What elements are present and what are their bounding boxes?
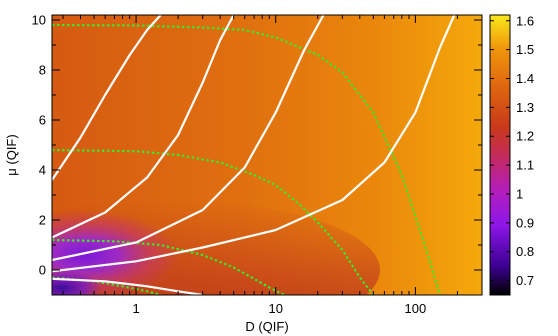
white-contour-curve-1 <box>52 15 235 239</box>
colorbar-tick-label: 1.3 <box>516 100 534 115</box>
white-contour-curve-4 <box>52 277 203 295</box>
white-contour-curve-3 <box>52 15 456 273</box>
heatmap-field <box>52 15 482 295</box>
colorbar-tick-label: 1.2 <box>516 129 534 144</box>
heatmap-deep-purple-region <box>52 270 102 295</box>
y-axis-label: μ (QIF) <box>4 134 19 175</box>
y-tick-label: 10 <box>32 13 46 28</box>
colorbar-tick-label: 1.5 <box>516 42 534 57</box>
colorbar-ticks: 0.7 0.8 0.9 1 1.1 1.2 1.3 1.4 1.5 1.6 <box>490 13 534 288</box>
colorbar-tick-label: 1.4 <box>516 71 534 86</box>
x-tick-label: 1 <box>132 301 139 316</box>
green-contour-curve-3 <box>52 276 161 295</box>
x-axis-label: D (QIF) <box>245 319 288 334</box>
white-contour-curve-0 <box>52 15 162 181</box>
y-tick-label: 0 <box>39 263 46 278</box>
colorbar <box>490 15 510 295</box>
colorbar-tick-label: 1.6 <box>516 13 534 28</box>
colorbar-tick-label: 1.1 <box>516 158 534 173</box>
x-tick-label: 100 <box>405 301 427 316</box>
y-tick-label: 8 <box>39 63 46 78</box>
y-tick-label: 4 <box>39 163 46 178</box>
green-contour-curve-2 <box>52 238 288 295</box>
curve-layer <box>52 15 456 295</box>
colorbar-tick-label: 0.7 <box>516 273 534 288</box>
colorbar-tick-label: 1 <box>516 186 523 201</box>
white-contour-curve-2 <box>52 15 325 262</box>
colorbar-frame <box>489 14 511 296</box>
y-tick-label: 6 <box>39 113 46 128</box>
colorbar-tick-label: 0.9 <box>516 215 534 230</box>
colorbar-tick-label: 0.8 <box>516 244 534 259</box>
plot-frame <box>51 14 483 296</box>
axis-ticks: 1 10 100 0 2 4 6 8 10 <box>32 13 483 316</box>
x-tick-label: 10 <box>268 301 282 316</box>
y-tick-label: 2 <box>39 213 46 228</box>
green-contour-curve-0 <box>52 23 442 295</box>
